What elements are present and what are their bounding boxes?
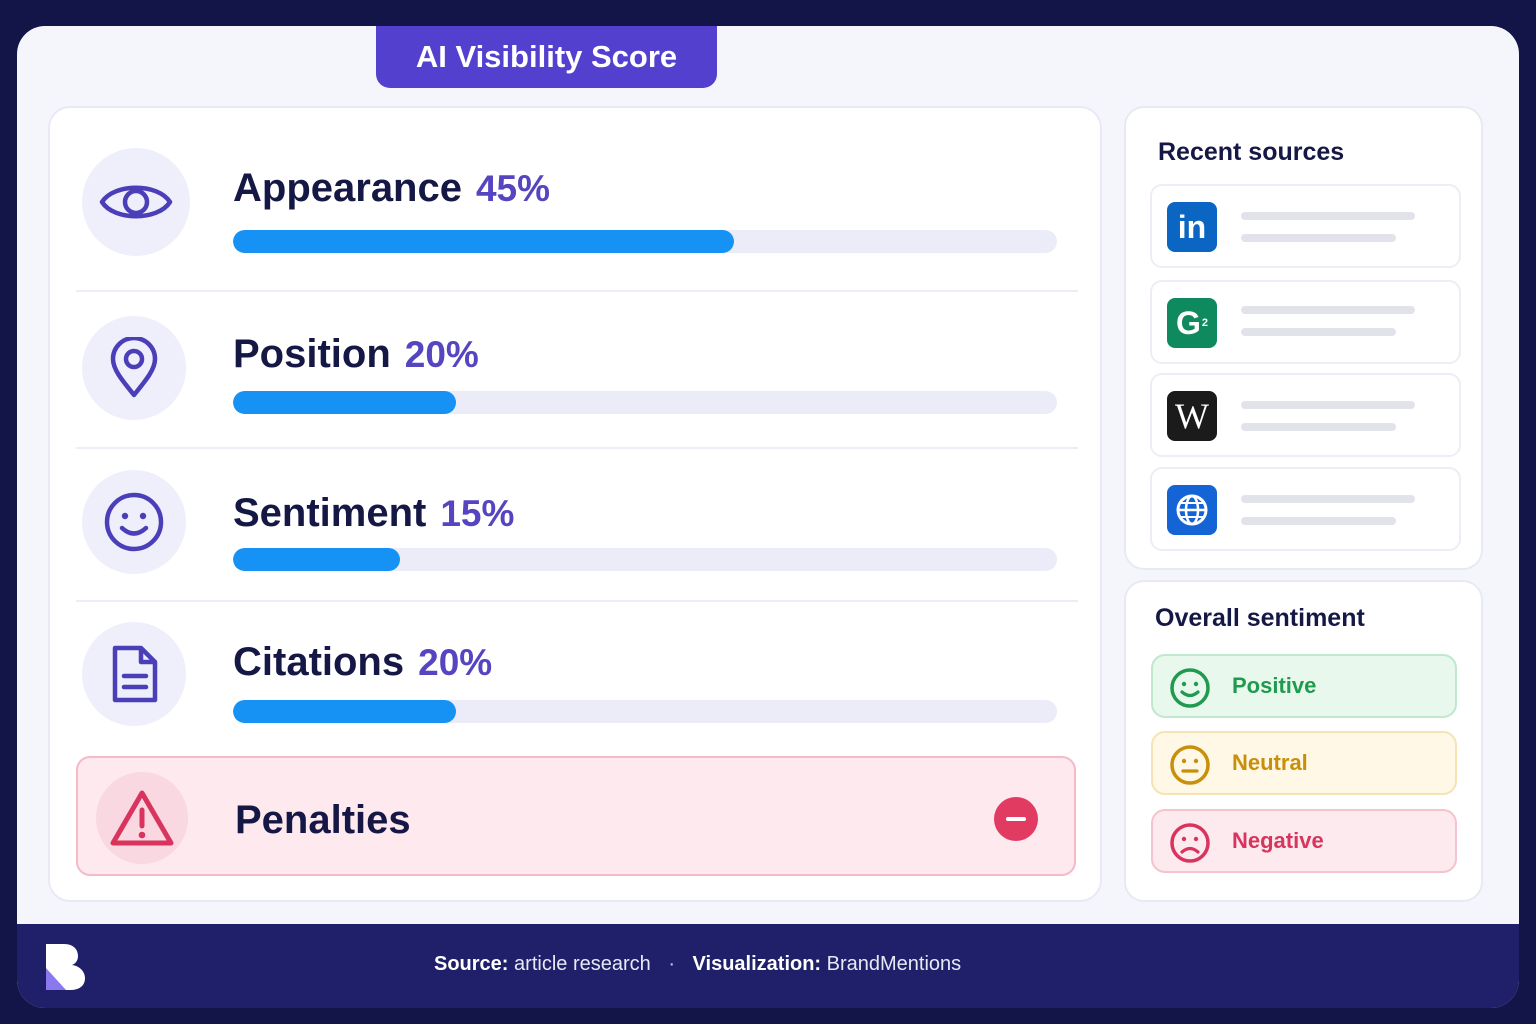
metrics-card: Appearance 45% Position 20%	[48, 106, 1102, 902]
penalties-row: Penalties	[76, 756, 1076, 876]
placeholder-line	[1241, 328, 1396, 336]
placeholder-line	[1241, 517, 1396, 525]
source-item-linkedin[interactable]: in	[1150, 184, 1461, 268]
metric-percent: 20%	[404, 334, 479, 375]
metric-percent: 20%	[418, 642, 493, 683]
sentiment-label: Positive	[1232, 673, 1317, 698]
progress-track	[233, 700, 1057, 723]
sentiment-label: Neutral	[1232, 750, 1308, 775]
placeholder-line	[1241, 423, 1396, 431]
source-item-wikipedia[interactable]: W	[1150, 373, 1461, 457]
divider	[76, 290, 1078, 292]
metric-label: Position	[233, 332, 391, 376]
sources-title: Recent sources	[1158, 138, 1345, 166]
globe-icon	[1167, 485, 1217, 535]
metric-appearance: Appearance 45%	[76, 108, 1078, 292]
progress-track	[233, 230, 1057, 253]
placeholder-line	[1241, 401, 1415, 409]
credits-line: Source: article research · Visualization…	[434, 953, 961, 976]
source-value: article research	[514, 953, 651, 975]
progress-track	[233, 391, 1057, 414]
separator: ·	[668, 953, 675, 975]
location-pin-icon	[82, 316, 186, 420]
page-title: AI Visibility Score	[376, 26, 717, 88]
progress-track	[233, 548, 1057, 571]
sentiment-label: Negative	[1232, 828, 1324, 853]
minus-icon[interactable]	[994, 797, 1038, 841]
sentiment-negative[interactable]: Negative	[1151, 809, 1457, 873]
metric-label: Appearance	[233, 166, 462, 210]
metric-label: Sentiment	[233, 491, 427, 535]
sentiment-positive[interactable]: Positive	[1151, 654, 1457, 718]
metric-percent: 15%	[440, 493, 515, 534]
eye-icon	[82, 148, 190, 256]
sad-face-icon	[1170, 823, 1210, 863]
sentiment-title: Overall sentiment	[1155, 604, 1365, 632]
metric-sentiment: Sentiment 15%	[76, 449, 1078, 602]
brandmentions-logo-icon	[44, 942, 88, 997]
smiley-icon	[82, 470, 186, 574]
warning-icon	[96, 772, 188, 864]
wikipedia-logo-icon: W	[1167, 391, 1217, 441]
metric-label: Citations	[233, 640, 405, 684]
progress-fill	[233, 548, 400, 571]
overall-sentiment-card: Overall sentiment Positive Neutral	[1124, 580, 1483, 902]
happy-face-icon	[1170, 668, 1210, 708]
divider	[76, 447, 1078, 449]
penalties-label: Penalties	[235, 798, 411, 842]
progress-fill	[233, 700, 456, 723]
metric-percent: 45%	[475, 168, 551, 209]
linkedin-logo-icon: in	[1167, 202, 1217, 252]
placeholder-line	[1241, 495, 1415, 503]
viz-value: BrandMentions	[826, 953, 962, 975]
document-icon	[82, 622, 186, 726]
infographic-canvas: AI Visibility Score Appearance 45%	[17, 26, 1519, 1008]
source-item-website[interactable]	[1150, 467, 1461, 551]
progress-fill	[233, 230, 734, 253]
metric-citations: Citations 20%	[76, 602, 1078, 750]
placeholder-line	[1241, 234, 1396, 242]
metric-position: Position 20%	[76, 292, 1078, 449]
sentiment-neutral[interactable]: Neutral	[1151, 731, 1457, 795]
neutral-face-icon	[1170, 745, 1210, 785]
footer: Source: article research · Visualization…	[17, 924, 1519, 1008]
viz-label: Visualization:	[692, 953, 822, 975]
progress-fill	[233, 391, 456, 414]
placeholder-line	[1241, 212, 1415, 220]
divider	[76, 600, 1078, 602]
placeholder-line	[1241, 306, 1415, 314]
source-label: Source:	[434, 953, 509, 975]
